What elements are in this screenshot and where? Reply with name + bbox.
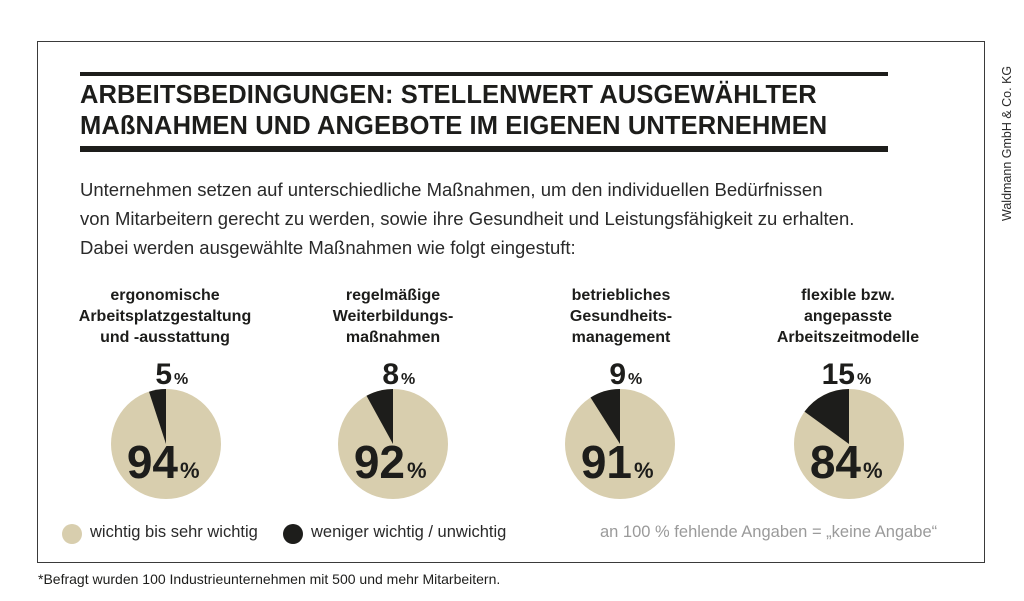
value-label-less-important: 8: [382, 358, 399, 391]
value-label-important: 92: [354, 436, 405, 488]
pie-slice-less-important: [366, 389, 393, 444]
category-label-ergonomics: ergonomische Arbeitsplatzgestaltung und …: [60, 285, 270, 348]
category-label-line: management: [571, 329, 671, 346]
title-line-1: ARBEITSBEDINGUNGEN: STELLENWERT AUSGEWÄH…: [80, 81, 817, 109]
value-unit-less-important: %: [857, 371, 871, 388]
category-label-health-management: betriebliches Gesundheits- management: [516, 285, 726, 348]
legend-swatch-important: [62, 524, 82, 544]
legend-label-important: wichtig bis sehr wichtig: [90, 523, 258, 541]
category-label-line: und -ausstattung: [100, 329, 230, 346]
pie-slice-less-important: [804, 389, 849, 444]
value-label-less-important: 5: [155, 358, 172, 391]
title-line-2: MAßNAHMEN UND ANGEBOTE IM EIGENEN UNTERN…: [80, 112, 828, 140]
value-label-less-important: 15: [822, 358, 855, 391]
pie-slice-less-important: [590, 389, 620, 444]
category-label-line: regelmäßige: [345, 287, 441, 304]
infographic-frame: [37, 41, 985, 563]
category-label-line: maßnahmen: [345, 329, 441, 346]
value-unit-important: %: [634, 458, 654, 483]
value-label-important: 94: [127, 436, 179, 488]
value-unit-less-important: %: [401, 371, 415, 388]
value-unit-important: %: [180, 458, 200, 483]
intro-line-3: Dabei werden ausgewählte Maßnahmen wie f…: [80, 237, 576, 258]
category-label-line: flexible bzw.: [801, 287, 895, 304]
title-rule-bottom: [80, 146, 888, 152]
category-label-line: angepasste: [803, 308, 893, 325]
category-label-training: regelmäßige Weiterbildungs- maßnahmen: [288, 285, 498, 348]
category-label-line: ergonomische: [110, 287, 220, 304]
category-label-line: betriebliches: [571, 287, 671, 304]
value-unit-less-important: %: [174, 371, 188, 388]
category-label-flexible-hours: flexible bzw. angepasste Arbeitszeitmode…: [743, 285, 953, 348]
legend-label-less-important: weniger wichtig / unwichtig: [311, 523, 507, 541]
value-label-important: 84: [810, 436, 862, 488]
category-label-line: Gesundheits-: [569, 308, 673, 325]
value-unit-less-important: %: [628, 371, 642, 388]
value-unit-important: %: [407, 458, 427, 483]
chart-title: ARBEITSBEDINGUNGEN: STELLENWERT AUSGEWÄH…: [80, 80, 895, 142]
value-label-important: 91: [581, 436, 632, 488]
footnote: *Befragt wurden 100 Industrieunternehmen…: [38, 571, 501, 587]
title-rule-top: [80, 72, 888, 76]
legend-swatch-less-important: [283, 524, 303, 544]
intro-text: Unternehmen setzen auf unterschiedliche …: [80, 175, 900, 262]
value-label-less-important: 9: [609, 358, 626, 391]
category-label-line: Arbeitszeitmodelle: [776, 329, 920, 346]
pie-slice-less-important: [149, 388, 166, 444]
missing-answers-note: an 100 % fehlende Angaben = „keine Angab…: [600, 523, 938, 541]
intro-line-2: von Mitarbeitern gerecht zu werden, sowi…: [80, 208, 855, 229]
category-label-line: Arbeitsplatzgestaltung: [78, 308, 252, 325]
category-label-line: Weiterbildungs-: [332, 308, 454, 325]
value-unit-important: %: [863, 458, 883, 483]
intro-line-1: Unternehmen setzen auf unterschiedliche …: [80, 179, 823, 200]
